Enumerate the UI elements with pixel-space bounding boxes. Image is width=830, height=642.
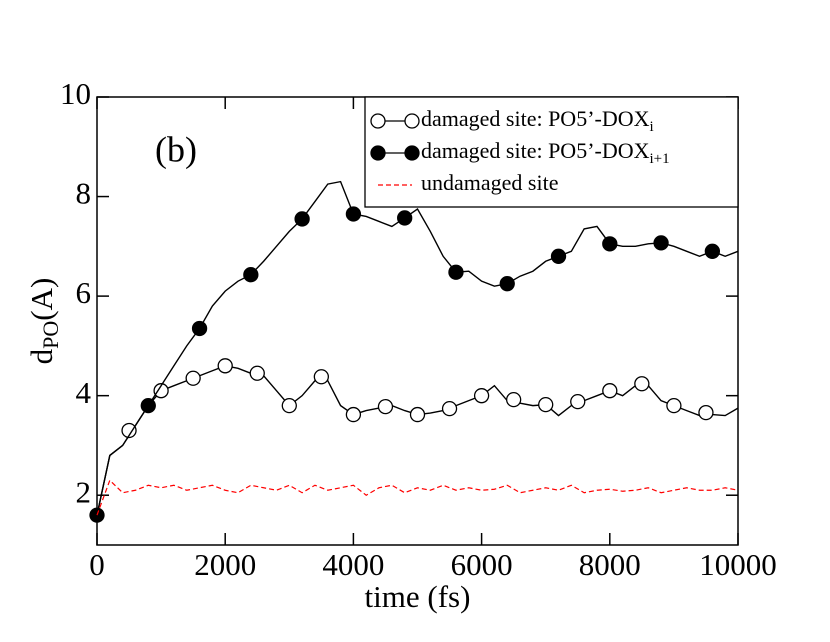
legend-marker	[404, 113, 420, 129]
series-marker	[473, 388, 490, 404]
x-tick-label: 2000	[194, 547, 256, 582]
series-marker	[345, 206, 362, 222]
series-marker	[602, 236, 618, 252]
x-tick-label: 8000	[579, 547, 641, 582]
series-marker	[441, 400, 458, 417]
series-marker	[153, 383, 169, 399]
series-marker	[499, 276, 515, 292]
series-line	[96, 479, 739, 516]
series-marker	[121, 422, 137, 439]
y-tick-label: 2	[76, 474, 92, 509]
y-axis-label-main: d	[24, 348, 59, 364]
legend-label: damaged site: PO5’-DOXi+1	[421, 138, 670, 167]
series-marker	[666, 397, 682, 414]
series-marker	[191, 320, 208, 337]
y-tick-label: 10	[60, 76, 91, 111]
y-tick-label: 8	[76, 176, 92, 211]
series-marker	[249, 365, 265, 381]
series-marker	[377, 398, 394, 415]
series-marker	[294, 211, 310, 227]
y-tick-label: 6	[76, 275, 92, 310]
series-marker	[550, 248, 567, 264]
legend-label-main: undamaged site	[421, 170, 558, 195]
series-marker	[397, 210, 413, 226]
legend-label-sub: i+1	[650, 151, 670, 167]
series-marker	[698, 404, 714, 421]
legend-marker	[370, 145, 386, 161]
legend-label: undamaged site	[421, 170, 558, 195]
series-marker	[538, 396, 554, 413]
x-tick-label: 0	[89, 547, 105, 582]
x-tick-label: 4000	[322, 547, 384, 582]
legend-box	[364, 96, 739, 208]
series-line	[96, 180, 739, 516]
series-marker	[281, 397, 297, 414]
series-marker	[409, 406, 426, 423]
legend-label-sub: i	[650, 119, 654, 135]
series-marker	[313, 369, 330, 385]
legend-marker	[370, 113, 386, 129]
series-marker	[634, 376, 650, 392]
legend-label-main: damaged site: PO5’-DOX	[421, 106, 650, 131]
series-marker	[345, 406, 362, 423]
legend-label: damaged site: PO5’-DOXi	[421, 106, 654, 135]
series-marker	[140, 397, 156, 414]
series-marker	[506, 391, 522, 408]
series-marker	[448, 264, 464, 280]
chart-title: (b)	[155, 129, 197, 169]
legend-label-main: damaged site: PO5’-DOX	[421, 138, 650, 163]
series-marker	[185, 370, 201, 386]
y-tick-label: 4	[76, 375, 92, 410]
series-marker	[602, 383, 618, 399]
series-marker	[243, 267, 259, 283]
series-marker	[570, 393, 586, 410]
x-axis-label: time (fs)	[365, 579, 471, 614]
series-marker	[704, 243, 721, 259]
y-axis-label-rest: (A)	[24, 278, 59, 321]
x-tick-label: 6000	[451, 547, 513, 582]
x-tick-label: 10000	[699, 547, 777, 582]
y-axis-label-sub: PO	[38, 321, 63, 349]
series-marker	[217, 358, 233, 374]
series-marker	[653, 235, 669, 251]
y-axis-label: dPO(A)	[24, 278, 63, 365]
legend-marker	[404, 145, 420, 161]
